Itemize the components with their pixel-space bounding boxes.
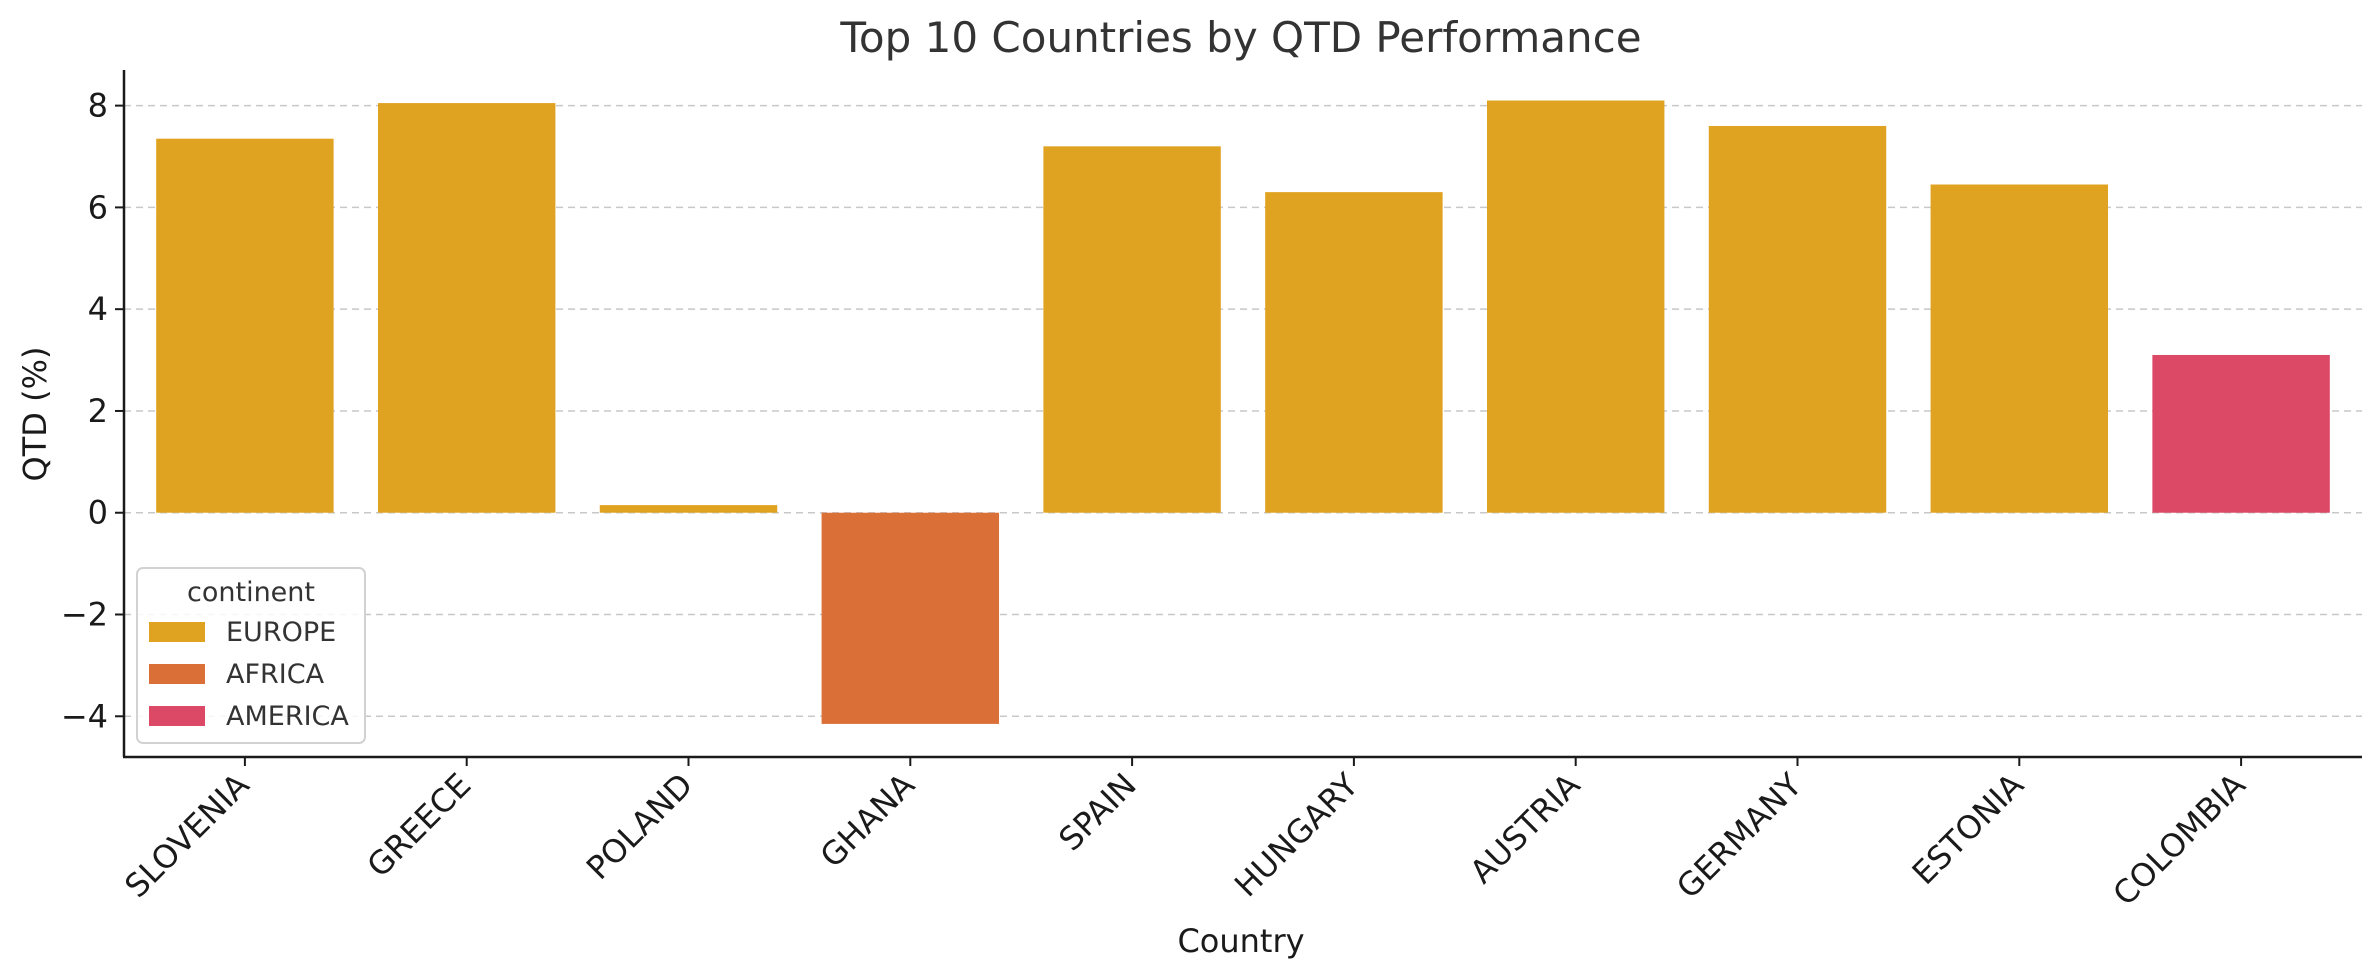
- bar-germany: [1708, 125, 1887, 513]
- legend: continent EUROPE AFRICA AMERICA: [136, 567, 366, 744]
- y-tick-label: −4: [61, 697, 108, 735]
- bars: [156, 100, 2330, 724]
- chart-title: Top 10 Countries by QTD Performance: [839, 13, 1641, 62]
- x-axis-label: Country: [1177, 922, 1304, 960]
- y-tick-label: 6: [88, 188, 108, 226]
- bar-hungary: [1265, 192, 1443, 513]
- axes: [122, 70, 2362, 759]
- legend-label-africa: AFRICA: [226, 659, 325, 690]
- x-tick-label: GREECE: [360, 766, 479, 885]
- y-tick-label: 8: [88, 87, 108, 125]
- x-tick-label: AUSTRIA: [1462, 766, 1587, 891]
- bar-colombia: [2152, 354, 2330, 513]
- y-tick-label: 4: [88, 290, 108, 328]
- legend-swatch-america: [149, 706, 205, 726]
- bar-slovenia: [156, 138, 334, 513]
- bar-poland: [599, 505, 778, 513]
- x-tick-label: ESTONIA: [1905, 766, 2031, 892]
- bar-austria: [1486, 100, 1665, 513]
- legend-title: continent: [187, 577, 315, 608]
- legend-swatch-africa: [149, 664, 205, 684]
- x-tick-label: GHANA: [813, 766, 922, 875]
- y-tick-label: 0: [88, 494, 108, 532]
- x-tick-label: COLOMBIA: [2105, 766, 2252, 913]
- bar-ghana: [821, 512, 1000, 724]
- bar-spain: [1043, 146, 1221, 513]
- legend-swatch-europe: [149, 622, 205, 642]
- x-tick-label: POLAND: [579, 766, 700, 887]
- legend-label-america: AMERICA: [226, 701, 349, 732]
- y-axis-label: QTD (%): [16, 347, 54, 482]
- legend-label-europe: EUROPE: [226, 617, 336, 648]
- bar-greece: [377, 103, 556, 513]
- y-tick-label: −2: [61, 596, 108, 634]
- legend-box: [136, 567, 366, 744]
- bar-estonia: [1930, 184, 2109, 513]
- x-ticks: SLOVENIA GREECE POLAND GHANA SPAIN HUNGARY AUS…: [117, 757, 2253, 913]
- y-ticks: −4 −2 0 2 4 6 8: [61, 87, 124, 735]
- x-tick-label: SPAIN: [1051, 766, 1144, 859]
- x-tick-label: GERMANY: [1669, 765, 1809, 905]
- y-tick-label: 2: [88, 392, 108, 430]
- x-tick-label: HUNGARY: [1227, 765, 1366, 904]
- x-tick-label: SLOVENIA: [117, 766, 256, 905]
